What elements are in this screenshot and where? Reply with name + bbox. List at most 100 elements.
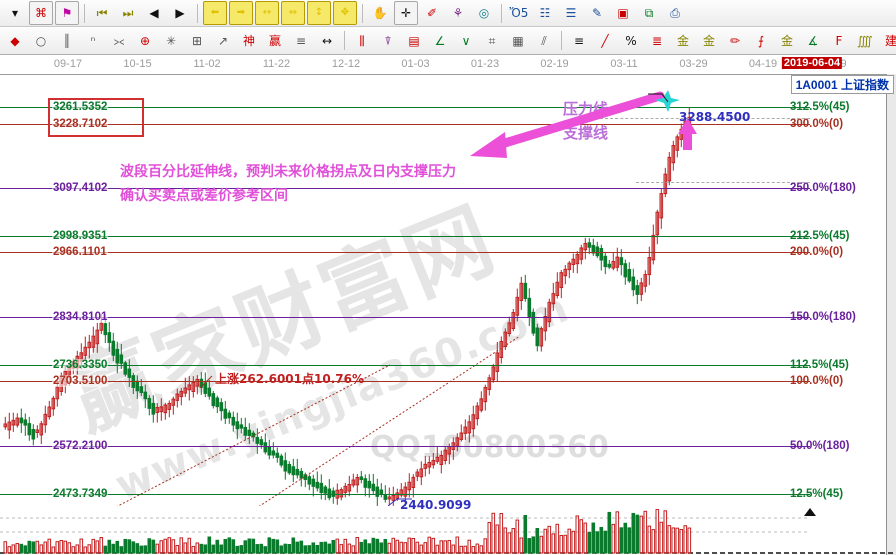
symmetry-icon[interactable]: ⨍: [749, 29, 773, 53]
dropdown-arrow-icon[interactable]: ▾: [3, 1, 27, 25]
target-crosshair-icon[interactable]: ⊕: [133, 29, 157, 53]
gold-ratio-icon[interactable]: 金: [775, 29, 799, 53]
zoom-expand-icon-glyph: ⇔: [288, 7, 298, 18]
zoom-all-icon-glyph: ✥: [340, 7, 350, 18]
ladder-icon[interactable]: ≡: [567, 29, 591, 53]
square-n2-icon-glyph: ⁿ: [90, 33, 96, 48]
pattern-icon[interactable]: ⚘: [446, 1, 470, 25]
percent-fan-icon[interactable]: ╱: [593, 29, 617, 53]
crosshair-icon[interactable]: ✛: [394, 1, 418, 25]
measure-span-icon[interactable]: ↔: [315, 29, 339, 53]
date-tick: 11-22: [262, 58, 291, 70]
zoom-right-icon[interactable]: ➡: [229, 1, 253, 25]
channel-icon-glyph: ⍒: [384, 33, 392, 48]
fan-lines-icon[interactable]: ⫼: [350, 29, 374, 53]
volume-pane[interactable]: [0, 508, 896, 555]
parallel-icon[interactable]: ⫽: [532, 29, 556, 53]
date-tick: 10-15: [123, 58, 152, 70]
calendar-icon[interactable]: Ὄ5: [507, 1, 531, 25]
gold-levels-icon[interactable]: 金: [697, 29, 721, 53]
zoom-all-icon[interactable]: ✥: [333, 1, 357, 25]
fib-level-line[interactable]: [0, 107, 810, 108]
pen-tool-icon[interactable]: ✏: [723, 29, 747, 53]
gann-fan-icon[interactable]: ║: [55, 29, 79, 53]
watermark-brand: 赢家财富网: [55, 188, 511, 451]
cycle-circle-icon[interactable]: ○: [29, 29, 53, 53]
fib-level-percent-label: 200.0%(0): [790, 246, 844, 258]
fib-level-line[interactable]: [0, 236, 810, 237]
dense-grid-icon[interactable]: ▦: [506, 29, 530, 53]
plot-region[interactable]: 赢家财富网 www.yingjia360.com QQ100800360 326…: [0, 74, 896, 555]
zoom-left-icon-glyph: ⬅: [210, 7, 220, 18]
zoom-vertical-icon[interactable]: ↕: [307, 1, 331, 25]
news-icon[interactable]: ☰: [559, 1, 583, 25]
step-forward-icon[interactable]: ▶: [168, 1, 192, 25]
ying-tool-icon[interactable]: 赢: [263, 29, 287, 53]
gold-angle-icon[interactable]: ⨌: [853, 29, 877, 53]
step-back-icon[interactable]: ◀: [142, 1, 166, 25]
percent-levels-icon[interactable]: ≣: [645, 29, 669, 53]
percent-icon[interactable]: %: [619, 29, 643, 53]
spiral-icon[interactable]: ✳: [159, 29, 183, 53]
step-back-icon-glyph: ◀: [149, 6, 159, 20]
print-icon[interactable]: ⎙: [663, 1, 687, 25]
square-n2-icon[interactable]: ⁿ: [81, 29, 105, 53]
date-tick: 03-11: [610, 58, 638, 70]
gold-circle-icon[interactable]: 金: [671, 29, 695, 53]
date-tick: 02-19: [540, 58, 569, 70]
cn-tool-1-icon[interactable]: 建: [879, 29, 896, 53]
news-icon-glyph: ☰: [565, 6, 577, 20]
last-page-icon[interactable]: ⏭: [116, 1, 140, 25]
copy-icon[interactable]: ⧉: [637, 1, 661, 25]
grid-lines-icon[interactable]: ⌗: [480, 29, 504, 53]
report-icon[interactable]: ☷: [533, 1, 557, 25]
target-crosshair-icon-glyph: ⊕: [139, 33, 151, 48]
save-icon[interactable]: ▣: [611, 1, 635, 25]
fib-level-line[interactable]: [0, 188, 810, 189]
date-tick: 09-17: [53, 58, 83, 70]
zigzag-icon-glyph: ∨: [461, 33, 471, 48]
fib-level-line[interactable]: [0, 381, 810, 382]
zigzag-icon[interactable]: ∨: [454, 29, 478, 53]
box-range-icon[interactable]: ▤: [402, 29, 426, 53]
globe-analysis-icon[interactable]: ◎: [472, 1, 496, 25]
fib-level-line[interactable]: [0, 494, 810, 495]
fib-level-line[interactable]: [0, 446, 810, 447]
zoom-left-icon[interactable]: ⬅: [203, 1, 227, 25]
zoom-expand-icon[interactable]: ⇔: [281, 1, 305, 25]
bullish-marker-icon[interactable]: ◆: [3, 29, 27, 53]
fib-level-line[interactable]: [0, 317, 810, 318]
channel-icon[interactable]: ⍒: [376, 29, 400, 53]
half-angle-icon[interactable]: ∡: [801, 29, 825, 53]
flag-marker-icon[interactable]: ⚑: [55, 1, 79, 25]
shen-tool-icon[interactable]: 神: [237, 29, 261, 53]
fib-level-price-label: 2834.8101: [52, 311, 109, 323]
f-levels-icon[interactable]: F: [827, 29, 851, 53]
fib-level-line[interactable]: [0, 252, 810, 253]
angle-lines-icon[interactable]: ⪥: [107, 29, 131, 53]
hand-pan-icon[interactable]: ✋: [368, 1, 392, 25]
first-page-icon-glyph: ⏮: [96, 6, 108, 20]
wave-mark-icon[interactable]: ↗: [211, 29, 235, 53]
grid-box-icon[interactable]: ⊞: [185, 29, 209, 53]
chart-area[interactable]: 09-17 10-15 11-02 11-22 12-12 01-03 01-23 02-19…: [0, 56, 896, 555]
pen-tool-icon-glyph: ✏: [729, 33, 741, 48]
fib-level-price-label: 3228.7102: [52, 118, 109, 130]
price-pane[interactable]: 赢家财富网 www.yingjia360.com QQ100800360 326…: [0, 74, 896, 512]
ladder-icon-glyph: ≡: [573, 33, 585, 48]
stock-pool-icon[interactable]: ⌘: [29, 1, 53, 25]
fib-level-line[interactable]: [0, 365, 810, 366]
trend-slope-icon[interactable]: ∠: [428, 29, 452, 53]
first-page-icon[interactable]: ⏮: [90, 1, 114, 25]
notes-icon-glyph: ✎: [591, 6, 603, 20]
date-tick: 11-02: [193, 58, 221, 70]
draw-line-icon[interactable]: ✐: [420, 1, 444, 25]
fib-level-line[interactable]: [0, 124, 810, 125]
ruler-icon[interactable]: ≡: [289, 29, 313, 53]
flag-marker-icon-glyph: ⚑: [61, 6, 73, 20]
notes-icon[interactable]: ✎: [585, 1, 609, 25]
zoom-horizontal-icon[interactable]: ↔: [255, 1, 279, 25]
measure-span-icon-glyph: ↔: [321, 33, 333, 48]
dashed-helper-line-top: [600, 118, 810, 119]
volume-series: [0, 509, 896, 554]
